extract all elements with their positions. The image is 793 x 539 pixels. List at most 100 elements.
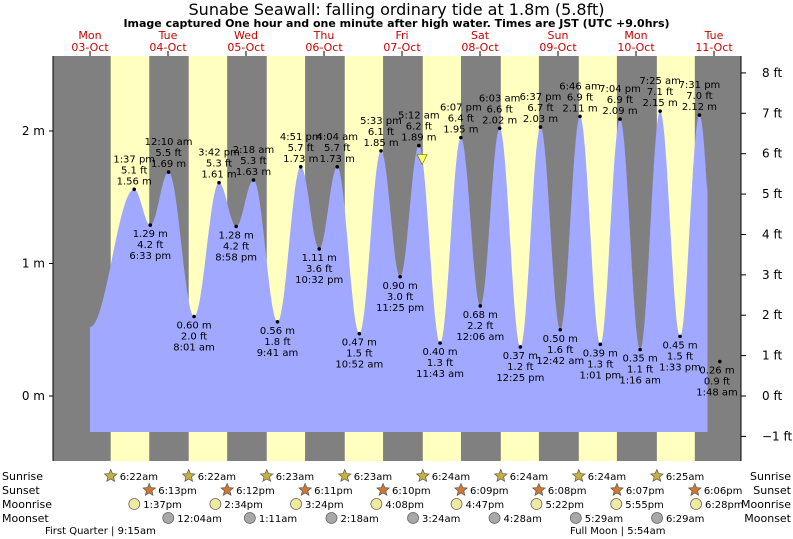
- moonset-time: 1:11am: [259, 514, 297, 525]
- sunset-time: 6:09pm: [470, 486, 509, 497]
- right-tick-label: 4 ft: [762, 227, 782, 241]
- right-tick-label: 5 ft: [762, 187, 782, 201]
- low-tide-time: 8:58 pm: [215, 252, 257, 263]
- sunset-icon: [298, 482, 313, 497]
- sunrise-time: 6:22am: [198, 472, 236, 483]
- high-tide-height-ft: 6.1 ft: [368, 127, 394, 138]
- day-date-label: 10-Oct: [617, 41, 655, 54]
- sunset-time: 6:06pm: [704, 486, 743, 497]
- sunset-icon: [220, 482, 235, 497]
- high-tide-point: [166, 170, 171, 174]
- left-tick-label: 2 m: [22, 124, 45, 138]
- day-date-label: 04-Oct: [149, 41, 187, 54]
- high-tide-height-ft: 6.6 ft: [486, 104, 512, 115]
- low-tide-time: 9:41 am: [257, 348, 299, 359]
- sunset-icon: [687, 482, 702, 497]
- moonset-row-label-left: Moonset: [2, 512, 49, 525]
- low-tide-height-ft: 0.9 ft: [704, 377, 730, 388]
- low-tide-time: 1:33 pm: [659, 362, 701, 373]
- high-tide-point: [251, 178, 256, 182]
- high-tide-height-m: 1.69 m: [151, 159, 186, 170]
- moonset-icon: [569, 512, 582, 524]
- low-tide-point: [638, 347, 642, 352]
- low-tide-point: [438, 341, 442, 345]
- right-tick-label: −1 ft: [762, 429, 793, 443]
- low-tide-height-m: 0.37 m: [503, 351, 538, 362]
- moonrise-icon: [690, 498, 702, 510]
- right-tick-label: 6 ft: [762, 147, 782, 161]
- high-tide-time: 1:37 pm: [113, 154, 155, 165]
- sunrise-time: 6:23am: [276, 472, 314, 483]
- left-tick-label: 0 m: [22, 389, 45, 403]
- sunset-row-label-left: Sunset: [2, 484, 40, 497]
- sunset-icon: [609, 482, 624, 497]
- sunset-time: 6:07pm: [626, 486, 665, 497]
- current-tide-marker: [416, 154, 428, 166]
- low-tide-height-m: 0.90 m: [383, 281, 418, 292]
- low-tide-time: 12:25 pm: [496, 373, 544, 384]
- chart-subtitle: Image captured One hour and one minute a…: [123, 17, 670, 30]
- high-tide-height-ft: 5.7 ft: [288, 143, 314, 154]
- low-tide-height-ft: 2.2 ft: [467, 321, 493, 332]
- high-tide-time: 2:18 am: [233, 145, 275, 156]
- high-tide-time: 6:37 pm: [520, 92, 562, 103]
- high-tide-height-ft: 5.3 ft: [240, 156, 266, 167]
- moonrise-time: 1:37pm: [143, 500, 182, 511]
- moonset-icon: [651, 512, 663, 524]
- sunrise-row-label-left: Sunrise: [2, 470, 43, 483]
- high-tide-height-m: 1.63 m: [236, 167, 271, 178]
- day-name-label: Mon: [78, 29, 101, 42]
- high-tide-point: [132, 187, 136, 192]
- high-tide-height-ft: 6.4 ft: [448, 114, 474, 125]
- high-tide-height-ft: 6.9 ft: [567, 92, 593, 103]
- high-tide-point: [697, 113, 702, 117]
- low-tide-point: [678, 334, 682, 339]
- moonset-time: 5:29am: [585, 514, 623, 525]
- high-tide-time: 6:07 pm: [440, 103, 482, 114]
- low-tide-point: [718, 359, 722, 364]
- moonset-time: 4:28am: [504, 514, 542, 525]
- moonrise-time: 5:55pm: [625, 500, 664, 511]
- sunset-icon: [453, 482, 469, 497]
- low-tide-height-m: 1.11 m: [302, 253, 337, 264]
- moonset-icon: [243, 512, 256, 524]
- low-tide-point: [478, 304, 483, 308]
- moonset-icon: [488, 512, 501, 524]
- tide-area: [90, 111, 708, 432]
- sunset-row-label-right: Sunset: [753, 484, 791, 497]
- low-tide-height-m: 0.56 m: [260, 326, 295, 337]
- right-tick-label: 0 ft: [762, 389, 782, 403]
- sunrise-icon: [181, 468, 196, 483]
- low-tide-time: 1:01 pm: [579, 370, 621, 381]
- sunrise-time: 6:24am: [510, 472, 548, 483]
- moonset-time: 12:04am: [177, 514, 222, 525]
- sunrise-icon: [337, 468, 352, 483]
- low-tide-time: 11:25 pm: [376, 303, 424, 314]
- left-tick-label: 1 m: [22, 257, 45, 271]
- high-tide-height-ft: 7.1 ft: [647, 87, 673, 98]
- moonrise-row-label-right: Moonrise: [741, 498, 791, 511]
- high-tide-height-m: 1.56 m: [117, 176, 152, 187]
- low-tide-height-m: 0.40 m: [422, 347, 457, 358]
- page-title: Sunabe Seawall: falling ordinary tide at…: [188, 0, 605, 19]
- low-tide-height-ft: 3.0 ft: [387, 292, 413, 303]
- moonrise-time: 5:22pm: [545, 500, 584, 511]
- day-name-label: Thu: [313, 29, 335, 42]
- high-tide-time: 4:04 am: [316, 132, 358, 143]
- high-tide-height-ft: 6.9 ft: [607, 95, 633, 106]
- moonrise-row-label-left: Moonrise: [2, 498, 52, 511]
- low-tide-height-ft: 4.2 ft: [223, 241, 249, 252]
- high-tide-point: [217, 180, 221, 185]
- sunrise-time: 6:24am: [432, 472, 470, 483]
- moonrise-icon: [370, 498, 383, 510]
- high-tide-time: 6:03 am: [479, 93, 521, 104]
- sunset-time: 6:12pm: [236, 486, 275, 497]
- high-tide-time: 4:51 pm: [280, 132, 322, 143]
- low-tide-time: 1:48 am: [696, 388, 738, 399]
- low-tide-time: 11:43 am: [416, 369, 464, 380]
- low-tide-point: [148, 223, 153, 227]
- sunset-icon: [376, 482, 391, 497]
- sunrise-icon: [571, 468, 586, 483]
- moonset-icon: [407, 512, 419, 524]
